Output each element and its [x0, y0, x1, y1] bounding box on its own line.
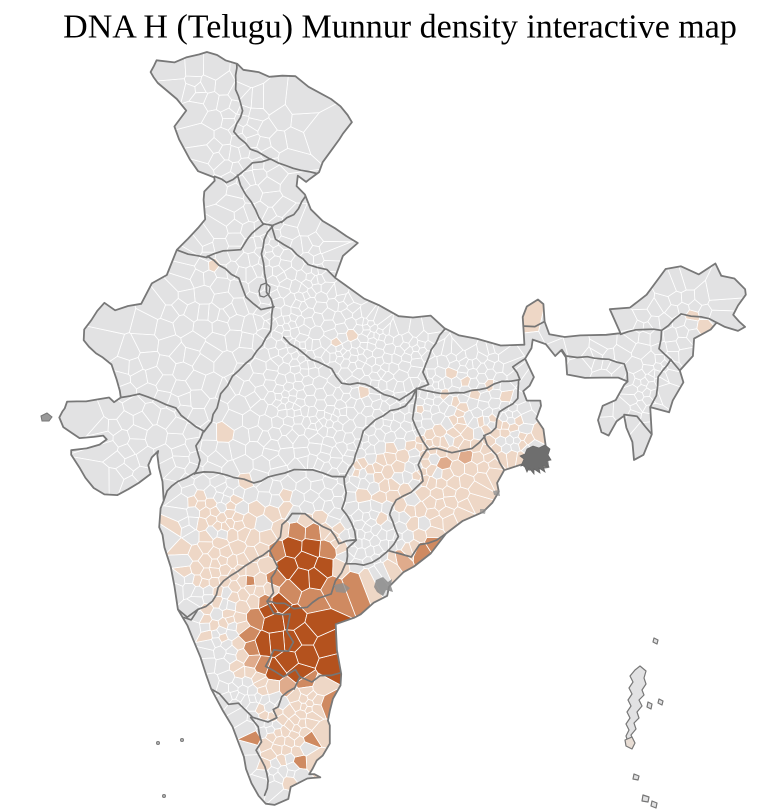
- svg-text:DNA H (Telugu) Munnur density: DNA H (Telugu) Munnur density interactiv…: [63, 9, 737, 46]
